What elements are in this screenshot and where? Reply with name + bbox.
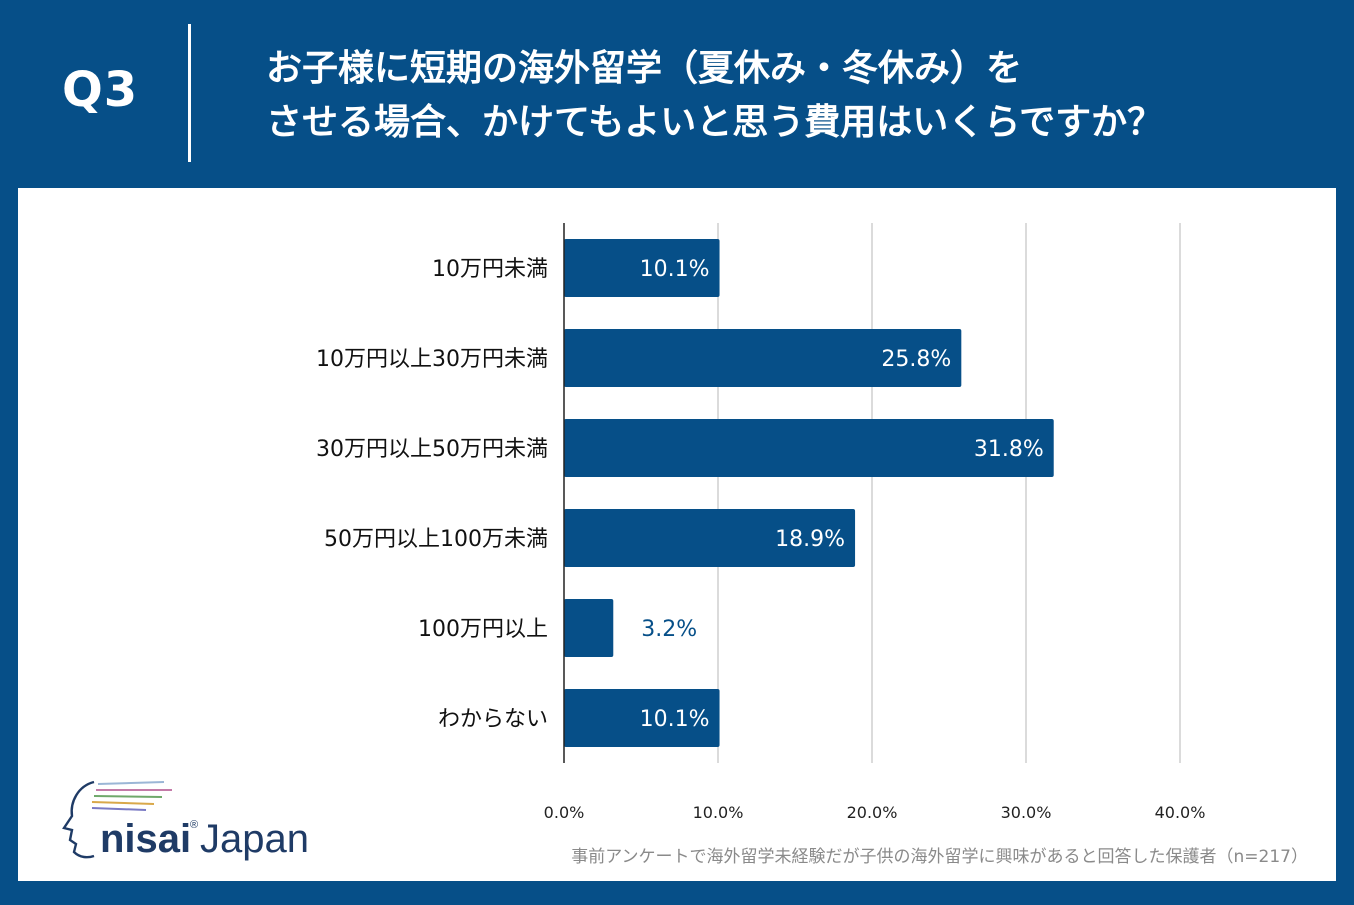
- chart-footnote: 事前アンケートで海外留学未経験だが子供の海外留学に興味があると回答した保護者（n…: [571, 847, 1308, 867]
- logo-registered-mark: ®: [190, 819, 198, 831]
- category-label: 100万円以上: [418, 617, 548, 642]
- category-label: 30万円以上50万円未満: [316, 437, 548, 462]
- header-divider: [188, 24, 191, 162]
- x-tick-label: 20.0%: [847, 803, 898, 822]
- bar: [564, 329, 962, 387]
- value-label: 31.8%: [974, 437, 1044, 462]
- nisai-japan-logo: nisai ® Japan: [54, 772, 354, 872]
- bar: [564, 419, 1054, 477]
- x-tick-label: 10.0%: [693, 803, 744, 822]
- logo-head-icon: nisai ® Japan: [62, 780, 309, 861]
- question-title-line2: させる場合、かけてもよいと思う費用はいくらですか？: [266, 102, 1164, 143]
- bar: [564, 509, 856, 567]
- value-label: 10.1%: [640, 257, 710, 282]
- bar: [564, 239, 720, 297]
- x-tick-label: 0.0%: [544, 803, 585, 822]
- bar: [564, 599, 614, 657]
- value-label: 18.9%: [775, 527, 845, 552]
- bar: [564, 689, 720, 747]
- logo-brand-text: nisai: [100, 817, 191, 861]
- logo-suffix-text: Japan: [200, 817, 309, 861]
- x-tick-label: 30.0%: [1001, 803, 1052, 822]
- value-label: 25.8%: [881, 347, 951, 372]
- x-tick-label: 40.0%: [1155, 803, 1206, 822]
- value-label: 10.1%: [640, 707, 710, 732]
- value-label: 3.2%: [641, 617, 697, 642]
- category-label: 10万円未満: [432, 257, 548, 282]
- question-title: お子様に短期の海外留学（夏休み・冬休み）を させる場合、かけてもよいと思う費用は…: [266, 42, 1326, 150]
- bar-chart: 0.0% 10.0% 20.0% 30.0% 40.0% 10万円未満 10.1% 10万円以…: [316, 223, 1206, 822]
- header: Q3 お子様に短期の海外留学（夏休み・冬休み）を させる場合、かけてもよいと思う…: [0, 0, 1354, 188]
- chart-panel: 0.0% 10.0% 20.0% 30.0% 40.0% 10万円未満 10.1% 10万円以…: [18, 188, 1336, 881]
- category-label: わからない: [438, 707, 548, 732]
- question-title-line1: お子様に短期の海外留学（夏休み・冬休み）を: [266, 48, 1023, 89]
- category-label: 50万円以上100万未満: [324, 527, 548, 552]
- category-label: 10万円以上30万円未満: [316, 347, 548, 372]
- question-number: Q3: [62, 62, 139, 118]
